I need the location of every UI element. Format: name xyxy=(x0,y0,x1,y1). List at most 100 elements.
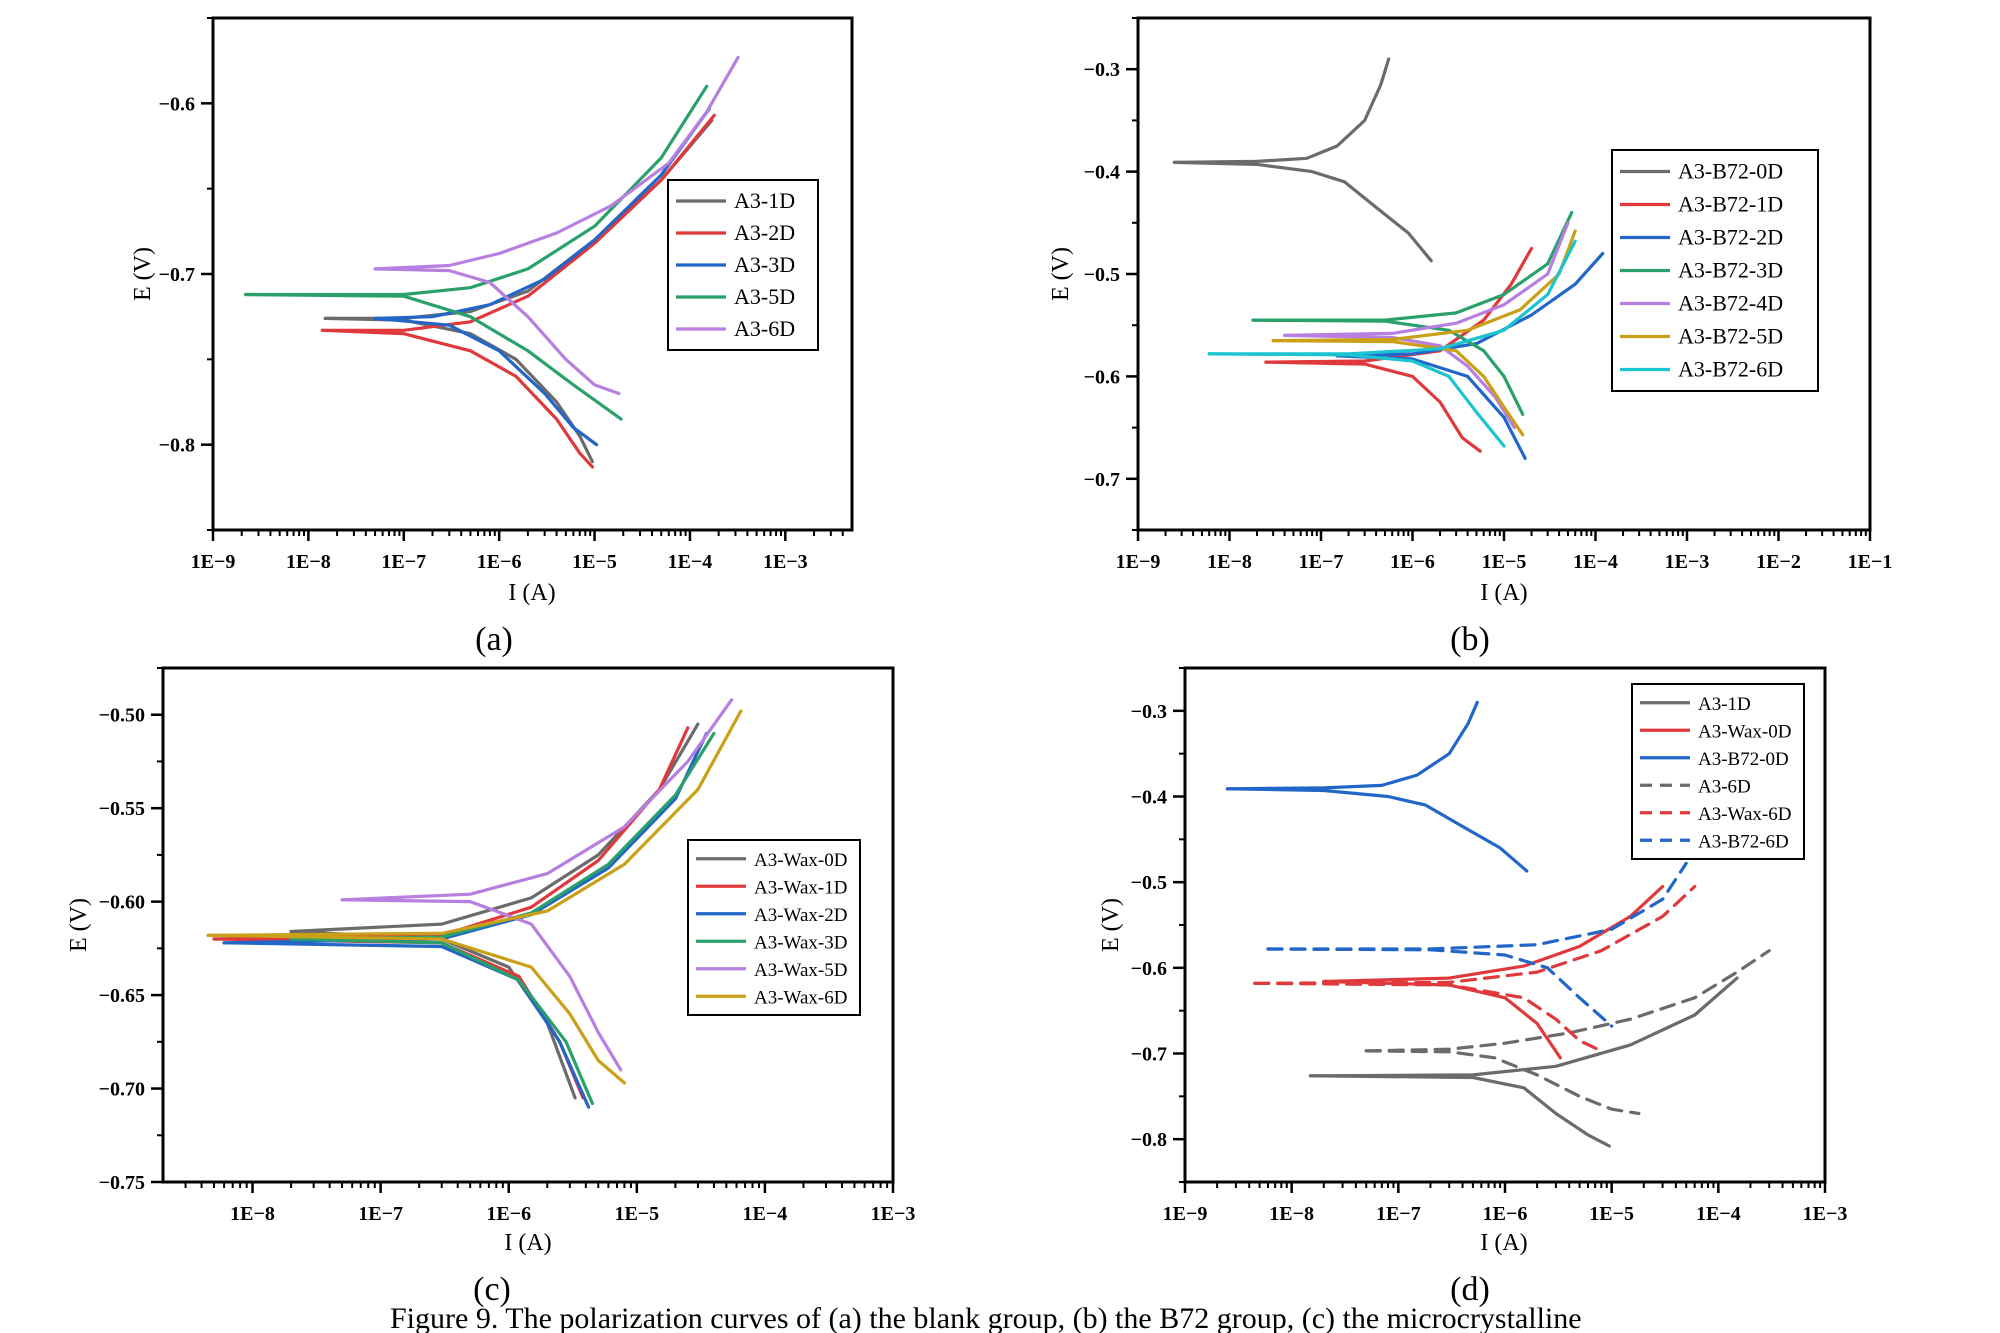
series-line-A3-B72-4D-anodic xyxy=(1282,221,1570,337)
x-tick-label: 1E−6 xyxy=(477,551,522,573)
series-line-A3-B72-0D-anodic xyxy=(1172,57,1391,164)
x-tick-label: 1E−7 xyxy=(381,551,426,573)
legend-label: A3-B72-1D xyxy=(1678,192,1783,217)
x-tick-label: 1E−3 xyxy=(1665,551,1710,573)
series-line-A3-B72-1D-cathodic xyxy=(1264,360,1482,453)
y-tick-label: −0.5 xyxy=(1084,264,1120,286)
y-tick-label: −0.6 xyxy=(1131,958,1167,980)
x-tick-label: 1E−9 xyxy=(1116,551,1161,573)
x-tick-label: 1E−7 xyxy=(358,1203,403,1225)
chart-panel-1: 1E−9 1E−8 1E−7 1E−6 1E−5 1E−4 1E−3 1E−2 1E−1 −0.3… xyxy=(1048,16,1893,658)
legend-label: A3-B72-4D xyxy=(1678,291,1783,316)
series-line-A3-2D-anodic xyxy=(320,113,716,332)
y-tick-label: −0.7 xyxy=(1084,469,1120,491)
legend-label: A3-B72-0D xyxy=(1678,159,1783,184)
legend-label: A3-1D xyxy=(734,188,795,213)
y-tick-label: −0.75 xyxy=(99,1172,145,1194)
legend-label: A3-Wax-1D xyxy=(754,877,847,898)
series-line-A3-B72-4D-cathodic xyxy=(1282,333,1517,430)
x-tick-label: 1E−3 xyxy=(1803,1203,1848,1225)
legend-label: A3-B72-3D xyxy=(1678,258,1783,283)
series-line-A3-B72-0D-cathodic xyxy=(1172,160,1433,263)
legend-label: A3-3D xyxy=(734,252,795,277)
x-tick-label: 1E−8 xyxy=(1207,551,1252,573)
series-line-A3-Wax-0D-anodic xyxy=(1322,884,1665,984)
y-tick-label: −0.70 xyxy=(99,1079,145,1101)
legend-label: A3-Wax-6D xyxy=(754,987,847,1008)
x-tick-label: 1E−2 xyxy=(1756,551,1801,573)
series-line-A3-5D-cathodic xyxy=(244,292,623,421)
x-tick-label: 1E−6 xyxy=(486,1203,531,1225)
legend-label: A3-B72-6D xyxy=(1678,357,1783,382)
x-tick-label: 1E−7 xyxy=(1376,1203,1421,1225)
series-line-A3-1D-anodic xyxy=(1308,976,1739,1078)
series-line-A3-2D-cathodic xyxy=(320,328,595,469)
chart-panel-3: 1E−9 1E−8 1E−7 1E−6 1E−5 1E−4 1E−3 −0.3 −0.4 −0.5… xyxy=(1098,666,1848,1308)
x-tick-label: 1E−1 xyxy=(1848,551,1893,573)
y-tick-label: −0.3 xyxy=(1084,59,1120,81)
figure-caption: Figure 9. The polarization curves of (a)… xyxy=(390,1302,1582,1333)
panel-label: (d) xyxy=(1450,1271,1490,1308)
legend: A3-1D A3-2D A3-3D A3-5D A3-6D xyxy=(667,179,819,351)
legend-label: A3-B72-6D xyxy=(1698,831,1789,852)
x-tick-label: 1E−8 xyxy=(230,1203,275,1225)
panel-label: (b) xyxy=(1450,621,1490,658)
series-line-A3-Wax-3D-cathodic xyxy=(289,937,595,1106)
series-line-A3-6D-cathodic xyxy=(1364,1049,1641,1116)
x-tick-label: 1E−3 xyxy=(871,1203,916,1225)
legend-label: A3-5D xyxy=(734,284,795,309)
y-tick-label: −0.60 xyxy=(99,892,145,914)
x-tick-label: 1E−9 xyxy=(191,551,236,573)
legend: A3-B72-0D A3-B72-1D A3-B72-2D A3-B72-3D A3-B… xyxy=(1611,149,1819,392)
series-line-A3-6D-anodic xyxy=(1364,949,1771,1053)
legend-label: A3-Wax-3D xyxy=(754,932,847,953)
y-tick-label: −0.3 xyxy=(1131,701,1167,723)
series-line-A3-Wax-5D-cathodic xyxy=(340,898,623,1072)
x-tick-label: 1E−6 xyxy=(1483,1203,1528,1225)
x-tick-label: 1E−6 xyxy=(1390,551,1435,573)
series-line-A3-B72-0D-anodic xyxy=(1225,700,1479,791)
y-tick-label: −0.4 xyxy=(1084,162,1120,184)
panel-label: (a) xyxy=(475,621,513,658)
chart-panel-0: 1E−9 1E−8 1E−7 1E−6 1E−5 1E−4 1E−3 −0.6 −0.7 −0.8… xyxy=(130,16,854,658)
legend-label: A3-6D xyxy=(734,316,795,341)
x-tick-label: 1E−5 xyxy=(1589,1203,1634,1225)
series-line-A3-6D-cathodic xyxy=(373,267,621,396)
legend-label: A3-B72-5D xyxy=(1678,324,1783,349)
panel-label: (c) xyxy=(473,1271,511,1308)
series-line-A3-Wax-6D-cathodic xyxy=(206,933,627,1085)
series-line-A3-Wax-6D-anodic xyxy=(1253,884,1697,985)
x-axis-label: I (A) xyxy=(1480,580,1527,606)
series-line-A3-1D-cathodic xyxy=(1308,1074,1611,1148)
series-line-A3-3D-anodic xyxy=(373,106,712,320)
legend-label: A3-6D xyxy=(1698,776,1751,797)
legend-label: A3-Wax-2D xyxy=(754,905,847,926)
x-tick-label: 1E−7 xyxy=(1299,551,1344,573)
x-tick-label: 1E−4 xyxy=(743,1203,788,1225)
y-tick-label: −0.55 xyxy=(99,798,145,820)
series-line-A3-6D-anodic xyxy=(373,55,740,271)
series-line-A3-B72-0D-cathodic xyxy=(1225,787,1529,873)
x-tick-label: 1E−4 xyxy=(1573,551,1618,573)
y-tick-label: −0.8 xyxy=(159,435,195,457)
x-tick-label: 1E−5 xyxy=(614,1203,659,1225)
x-axis-label: I (A) xyxy=(1480,1230,1527,1256)
y-axis-label: E (V) xyxy=(130,247,156,301)
y-tick-label: −0.50 xyxy=(99,705,145,727)
y-tick-label: −0.5 xyxy=(1131,872,1167,894)
x-axis-label: I (A) xyxy=(508,580,555,606)
legend: A3-1D A3-Wax-0D A3-B72-0D A3-6D A3-Wax-6D A3-… xyxy=(1631,683,1805,860)
legend-label: A3-1D xyxy=(1698,694,1751,715)
x-tick-label: 1E−5 xyxy=(1482,551,1527,573)
series-line-A3-Wax-6D-anodic xyxy=(206,709,743,937)
y-tick-label: −0.8 xyxy=(1131,1129,1167,1151)
x-axis-label: I (A) xyxy=(504,1230,551,1256)
y-tick-label: −0.65 xyxy=(99,985,145,1007)
x-tick-label: 1E−8 xyxy=(286,551,331,573)
series-line-A3-B72-6D-anodic xyxy=(1266,861,1688,951)
y-axis-label: E (V) xyxy=(1048,247,1074,301)
x-tick-label: 1E−4 xyxy=(1696,1203,1741,1225)
y-tick-label: −0.4 xyxy=(1131,787,1167,809)
plot-frame xyxy=(161,666,895,1184)
legend: A3-Wax-0D A3-Wax-1D A3-Wax-2D A3-Wax-3D A3-W… xyxy=(687,839,861,1016)
